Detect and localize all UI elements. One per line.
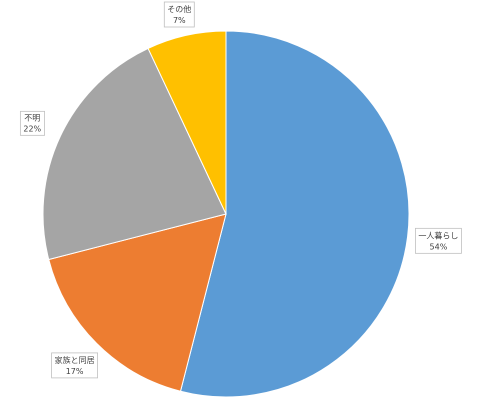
data-label-value: 17% bbox=[66, 367, 84, 376]
data-label-name: 不明 bbox=[24, 113, 40, 122]
pie-slice bbox=[42, 47, 227, 261]
data-label-box bbox=[51, 352, 99, 379]
data-label-name: 家族と同居 bbox=[55, 355, 95, 365]
data-label-value: 7% bbox=[173, 16, 186, 25]
data-label-box bbox=[415, 227, 462, 254]
data-label-value: 22% bbox=[23, 124, 41, 133]
data-label-box bbox=[19, 110, 45, 136]
data-label-name: その他 bbox=[167, 4, 191, 14]
pie-slice bbox=[179, 30, 410, 398]
data-label-value: 54% bbox=[430, 242, 448, 251]
pie-slice bbox=[48, 213, 227, 392]
data-label-name: 一人暮らし bbox=[418, 230, 458, 240]
data-label-box bbox=[163, 1, 195, 28]
pie-slice bbox=[147, 30, 227, 215]
